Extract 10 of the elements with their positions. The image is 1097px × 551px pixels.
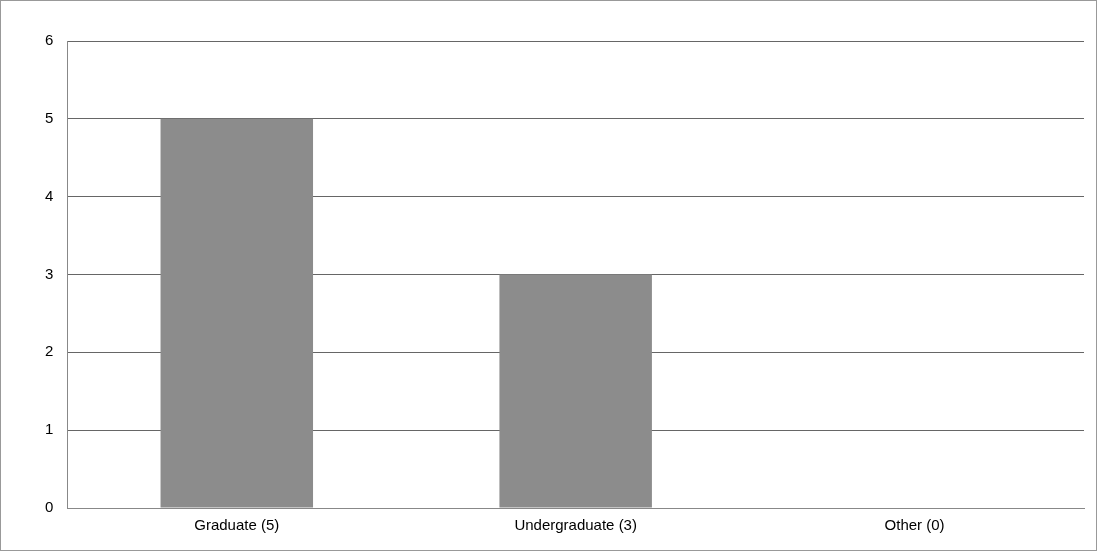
x-tick-label: Undergraduate (3) bbox=[514, 516, 637, 534]
y-tick-label: 1 bbox=[45, 420, 54, 438]
y-tick-label: 2 bbox=[45, 342, 54, 360]
y-tick-label: 0 bbox=[45, 498, 54, 516]
y-tick-label: 5 bbox=[45, 108, 54, 126]
y-tick-label: 6 bbox=[45, 31, 54, 49]
y-tick-label: 4 bbox=[45, 186, 54, 204]
x-tick-label: Other (0) bbox=[884, 516, 945, 534]
y-tick-label: 3 bbox=[45, 264, 54, 282]
x-tick-label: Graduate (5) bbox=[194, 516, 280, 534]
